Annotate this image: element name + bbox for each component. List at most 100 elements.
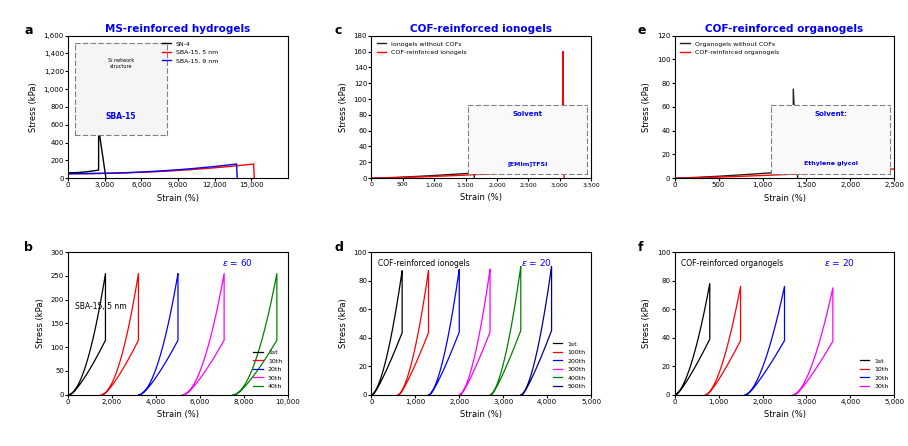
300th <box>464 377 475 382</box>
Y-axis label: Stress (kPa): Stress (kPa) <box>340 299 348 348</box>
Text: $\varepsilon$ = 20: $\varepsilon$ = 20 <box>824 256 855 268</box>
40th <box>228 392 239 397</box>
500th <box>516 392 527 397</box>
1st <box>366 392 377 397</box>
Y-axis label: Stress (kPa): Stress (kPa) <box>642 82 651 132</box>
10th <box>707 385 718 390</box>
100th <box>403 377 414 382</box>
400th <box>486 392 497 397</box>
500th <box>546 264 557 269</box>
20th <box>753 379 764 384</box>
Legend: 1st, 10th, 20th, 30th, 40th: 1st, 10th, 20th, 30th, 40th <box>251 347 285 392</box>
Line: 20th: 20th <box>138 273 178 395</box>
400th <box>509 343 520 348</box>
Legend: 1st, 100th, 200th, 300th, 400th, 500th: 1st, 100th, 200th, 300th, 400th, 500th <box>550 339 588 392</box>
X-axis label: Strain (%): Strain (%) <box>764 194 805 203</box>
20th <box>173 271 183 276</box>
40th <box>228 392 239 397</box>
1st <box>677 385 688 390</box>
500th <box>522 384 533 389</box>
500th <box>516 392 527 397</box>
400th <box>485 392 496 397</box>
400th <box>485 392 496 397</box>
Line: 200th: 200th <box>429 269 459 395</box>
30th <box>177 392 188 397</box>
300th <box>455 392 466 397</box>
X-axis label: Strain (%): Strain (%) <box>460 193 502 202</box>
X-axis label: Strain (%): Strain (%) <box>157 410 199 419</box>
500th <box>517 392 528 397</box>
Legend: SN-4, SBA-15, 5 nm, SBA-15, 9 nm: SN-4, SBA-15, 5 nm, SBA-15, 9 nm <box>159 39 221 66</box>
30th <box>827 285 838 290</box>
Legend: 1st, 10th, 20th, 30th: 1st, 10th, 20th, 30th <box>857 356 892 392</box>
20th <box>165 351 176 356</box>
Y-axis label: Stress (kPa): Stress (kPa) <box>642 299 651 348</box>
Title: COF-reinforced organogels: COF-reinforced organogels <box>706 24 864 33</box>
Y-axis label: Stress (kPa): Stress (kPa) <box>36 299 44 348</box>
40th <box>271 271 282 276</box>
30th <box>819 353 830 358</box>
Line: 40th: 40th <box>233 273 277 395</box>
30th <box>186 386 197 392</box>
1st <box>681 379 692 384</box>
10th <box>126 351 137 356</box>
400th <box>516 264 527 269</box>
20th <box>142 386 153 392</box>
1st <box>391 344 402 349</box>
Line: 30th: 30th <box>183 273 224 395</box>
10th <box>96 392 107 397</box>
Text: COF-reinforced ionogels: COF-reinforced ionogels <box>378 260 469 268</box>
20th <box>164 353 175 359</box>
1st <box>366 392 377 397</box>
100th <box>418 344 429 349</box>
1st <box>705 281 716 286</box>
30th <box>210 353 221 359</box>
1st <box>75 380 86 385</box>
1st <box>669 392 680 397</box>
20th <box>779 284 790 289</box>
200th <box>425 392 436 397</box>
400th <box>508 345 519 351</box>
1st <box>94 351 104 356</box>
1st <box>373 384 384 389</box>
40th <box>230 392 241 397</box>
Title: MS-reinforced hydrogels: MS-reinforced hydrogels <box>105 24 251 33</box>
500th <box>526 376 537 382</box>
100th <box>394 392 405 397</box>
30th <box>802 379 813 384</box>
Line: 10th: 10th <box>101 273 138 395</box>
10th <box>97 392 108 397</box>
10th <box>108 380 119 385</box>
1st <box>377 377 388 382</box>
1st <box>63 392 74 397</box>
300th <box>479 343 490 349</box>
100th <box>392 392 403 397</box>
100th <box>418 344 429 350</box>
1st <box>390 347 401 352</box>
Line: 20th: 20th <box>745 286 785 395</box>
10th <box>700 392 711 397</box>
1st <box>100 271 111 276</box>
300th <box>478 346 489 351</box>
10th <box>712 379 723 384</box>
40th <box>262 353 272 359</box>
Line: 1st: 1st <box>675 284 710 395</box>
10th <box>95 392 106 397</box>
200th <box>447 346 458 351</box>
10th <box>133 271 143 276</box>
10th <box>729 350 740 355</box>
Y-axis label: Stress (kPa): Stress (kPa) <box>29 82 38 132</box>
400th <box>491 384 502 389</box>
10th <box>702 392 713 397</box>
30th <box>219 271 230 276</box>
30th <box>820 351 831 356</box>
100th <box>392 392 403 397</box>
Text: c: c <box>334 24 341 37</box>
30th <box>820 351 831 356</box>
10th <box>727 352 738 358</box>
20th <box>772 350 783 355</box>
30th <box>212 351 222 356</box>
200th <box>423 392 434 397</box>
1st <box>94 351 104 356</box>
Text: f: f <box>637 241 643 254</box>
